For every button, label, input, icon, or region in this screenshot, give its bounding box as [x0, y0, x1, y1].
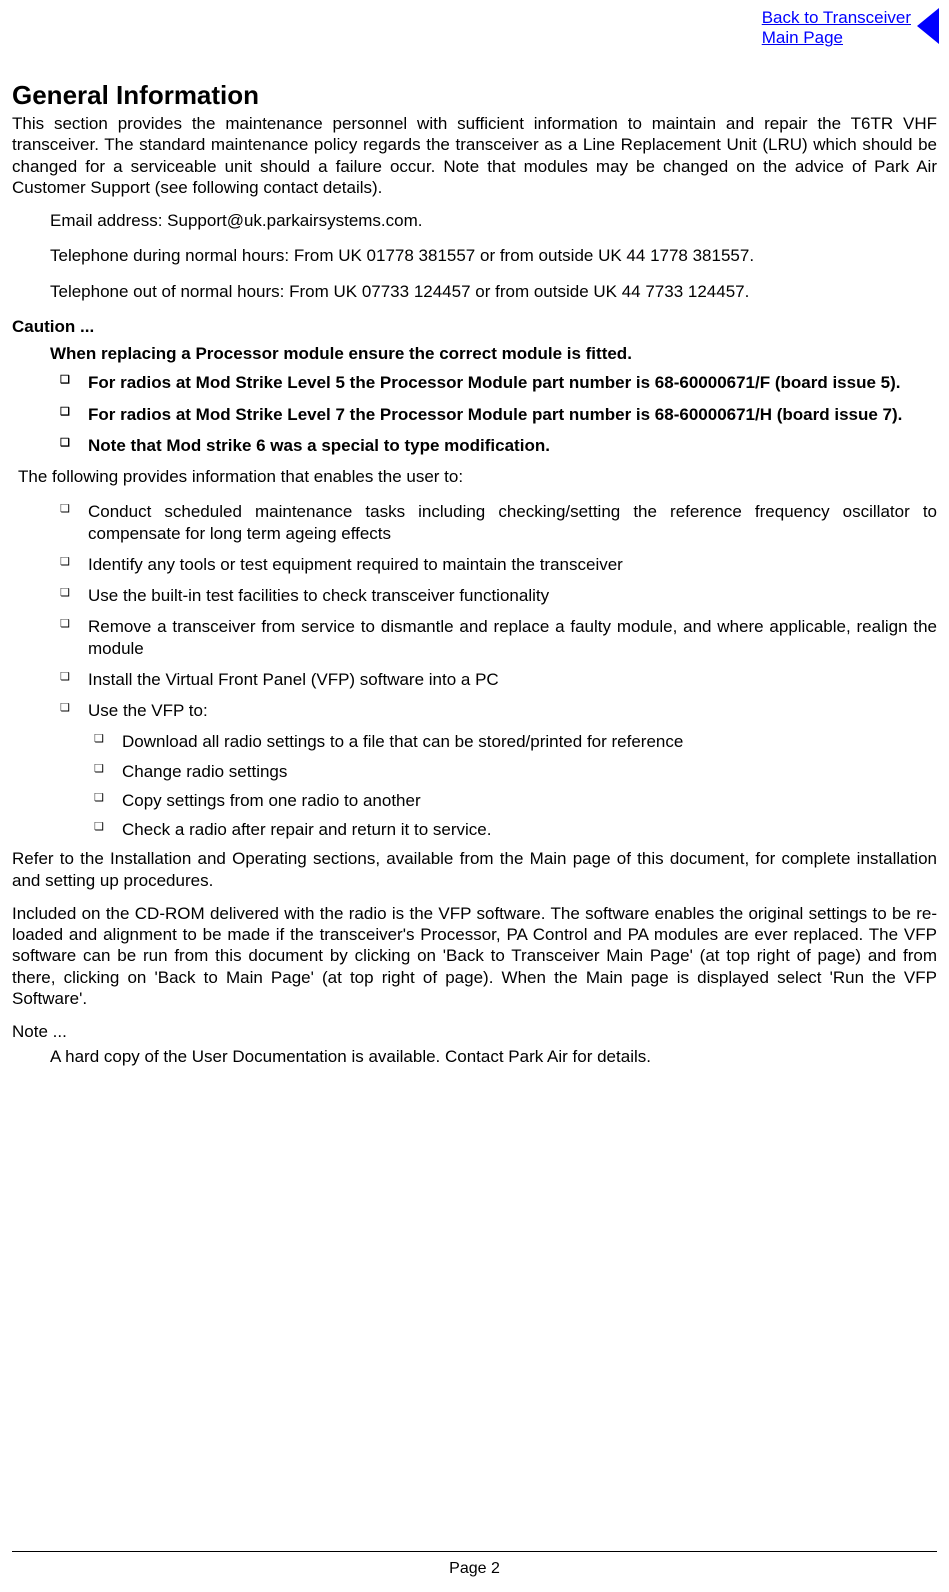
vfp-item: Download all radio settings to a file th… [94, 731, 937, 752]
contact-email: Email address: Support@uk.parkairsystems… [50, 210, 937, 231]
vfp-item: Change radio settings [94, 761, 937, 782]
back-arrow-icon [917, 8, 939, 44]
page-footer: Page 2 [12, 1551, 937, 1592]
caution-block: When replacing a Processor module ensure… [50, 343, 937, 364]
capability-item: Install the Virtual Front Panel (VFP) so… [60, 669, 937, 690]
vfp-sublist: Download all radio settings to a file th… [94, 731, 937, 840]
contact-tel-normal: Telephone during normal hours: From UK 0… [50, 245, 937, 266]
caution-heading: Caution ... [12, 316, 937, 337]
caution-item: For radios at Mod Strike Level 7 the Pro… [60, 404, 937, 425]
back-link-line2: Main Page [762, 28, 843, 47]
note-heading: Note ... [12, 1021, 937, 1042]
capability-item: Remove a transceiver from service to dis… [60, 616, 937, 659]
capability-list: Conduct scheduled maintenance tasks incl… [60, 501, 937, 721]
vfp-item: Copy settings from one radio to another [94, 790, 937, 811]
back-to-transceiver-link[interactable]: Back to Transceiver Main Page [762, 8, 939, 49]
contact-block: Email address: Support@uk.parkairsystems… [50, 210, 937, 302]
following-intro: The following provides information that … [18, 466, 937, 487]
caution-item: Note that Mod strike 6 was a special to … [60, 435, 937, 456]
document-body: General Information This section provide… [12, 80, 937, 1551]
contact-tel-out: Telephone out of normal hours: From UK 0… [50, 281, 937, 302]
back-link-text: Back to Transceiver Main Page [762, 8, 911, 49]
capability-item: Conduct scheduled maintenance tasks incl… [60, 501, 937, 544]
refer-paragraph: Refer to the Installation and Operating … [12, 848, 937, 891]
caution-list: For radios at Mod Strike Level 5 the Pro… [60, 372, 937, 456]
caution-line: When replacing a Processor module ensure… [50, 343, 937, 364]
vfp-item: Check a radio after repair and return it… [94, 819, 937, 840]
capability-item: Use the VFP to: [60, 700, 937, 721]
intro-paragraph: This section provides the maintenance pe… [12, 113, 937, 198]
capability-item: Use the built-in test facilities to chec… [60, 585, 937, 606]
note-body: A hard copy of the User Documentation is… [50, 1046, 937, 1067]
included-paragraph: Included on the CD-ROM delivered with th… [12, 903, 937, 1009]
capability-item: Identify any tools or test equipment req… [60, 554, 937, 575]
back-link-line1: Back to Transceiver [762, 8, 911, 27]
caution-item: For radios at Mod Strike Level 5 the Pro… [60, 372, 937, 393]
page-title: General Information [12, 80, 937, 111]
